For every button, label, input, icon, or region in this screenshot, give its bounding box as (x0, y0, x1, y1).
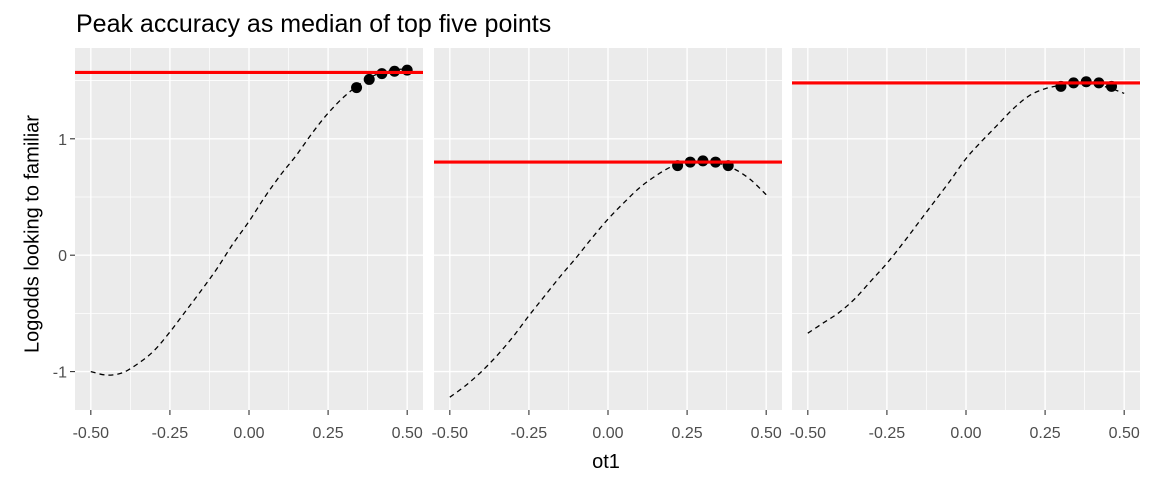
x-tick-label: 0.25 (313, 425, 344, 442)
top-point (351, 82, 363, 94)
x-tick-label: -0.25 (869, 425, 906, 442)
x-tick-label: 0.50 (1109, 425, 1140, 442)
x-tick-label: -0.25 (511, 425, 548, 442)
x-tick-label: 0.00 (950, 425, 981, 442)
x-tick-label: 0.00 (233, 425, 264, 442)
x-tick-label: -0.25 (152, 425, 189, 442)
x-tick-label: 0.50 (392, 425, 423, 442)
chart-title: Peak accuracy as median of top five poin… (76, 10, 552, 38)
fitted-curve-line (90, 68, 408, 376)
y-tick-label: 1 (58, 132, 67, 149)
x-tick-label: -0.50 (790, 425, 827, 442)
x-tick-label: 0.50 (751, 425, 782, 442)
y-tick-label: 0 (58, 248, 67, 265)
x-tick-label: 0.00 (592, 425, 623, 442)
x-axis-label: ot1 (592, 451, 620, 473)
x-tick-label: -0.50 (73, 425, 110, 442)
top-point (363, 73, 375, 85)
x-tick-label: 0.25 (1030, 425, 1061, 442)
x-tick-label: -0.50 (432, 425, 469, 442)
x-tick-label: 0.25 (672, 425, 703, 442)
y-tick-label: -1 (53, 365, 67, 382)
